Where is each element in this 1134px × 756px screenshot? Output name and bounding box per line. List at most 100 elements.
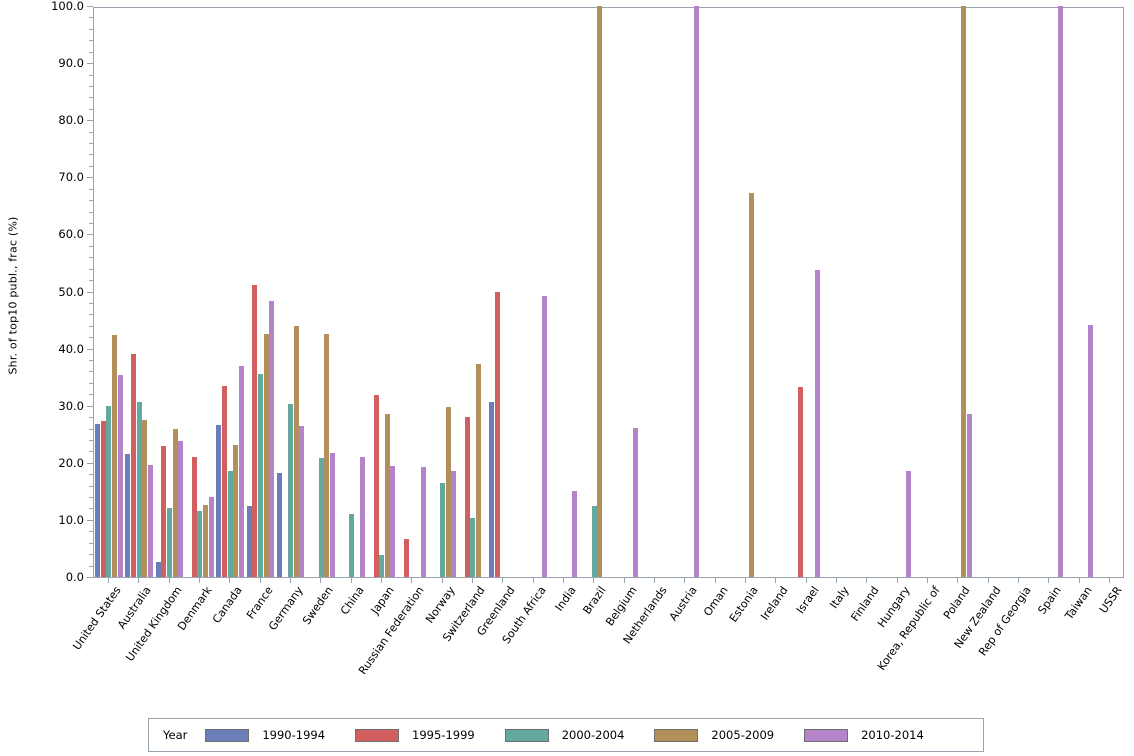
- bar-group: [823, 8, 851, 577]
- bar[interactable]: [324, 333, 330, 577]
- bar[interactable]: [403, 538, 409, 577]
- bar[interactable]: [117, 374, 123, 577]
- bar[interactable]: [1057, 6, 1063, 577]
- bar[interactable]: [293, 325, 299, 577]
- bar[interactable]: [373, 394, 379, 577]
- bar[interactable]: [252, 285, 258, 577]
- y-minor-tick-mark: [89, 485, 93, 487]
- bar[interactable]: [125, 454, 131, 577]
- bar[interactable]: [748, 193, 754, 577]
- bar[interactable]: [299, 425, 305, 577]
- legend-item[interactable]: 1990-1994: [205, 728, 325, 742]
- bar[interactable]: [420, 467, 426, 577]
- bar[interactable]: [1087, 324, 1093, 577]
- legend-item[interactable]: 2010-2014: [804, 728, 924, 742]
- y-minor-tick-mark: [89, 302, 93, 304]
- bar-group: [793, 8, 821, 577]
- bar[interactable]: [136, 401, 142, 577]
- y-tick-label: 50.0: [58, 284, 84, 299]
- x-tick: [1017, 578, 1019, 583]
- y-minor-tick-mark: [89, 165, 93, 167]
- bar[interactable]: [390, 465, 396, 577]
- bar[interactable]: [178, 441, 184, 577]
- x-tick: [381, 578, 383, 583]
- x-axis-label-text: Oman: [700, 584, 731, 619]
- y-minor-tick-mark: [89, 542, 93, 544]
- bar[interactable]: [494, 291, 500, 577]
- bar[interactable]: [95, 423, 101, 577]
- bar[interactable]: [464, 416, 470, 577]
- x-tick: [138, 578, 140, 583]
- bar[interactable]: [318, 458, 324, 577]
- bar-group: [216, 8, 244, 577]
- bar[interactable]: [166, 507, 172, 577]
- bar[interactable]: [227, 470, 233, 577]
- bar[interactable]: [131, 354, 137, 577]
- bar[interactable]: [572, 490, 578, 577]
- y-minor-tick-mark: [89, 97, 93, 99]
- bar[interactable]: [470, 518, 476, 577]
- bar[interactable]: [798, 387, 804, 577]
- bar[interactable]: [489, 401, 495, 577]
- y-minor-tick-mark: [89, 211, 93, 213]
- bar[interactable]: [445, 407, 451, 577]
- bar[interactable]: [222, 385, 228, 577]
- bar[interactable]: [439, 483, 445, 577]
- bar[interactable]: [142, 419, 148, 577]
- bar[interactable]: [348, 514, 354, 577]
- bar[interactable]: [360, 457, 366, 577]
- bar[interactable]: [288, 404, 294, 577]
- legend-item[interactable]: 2000-2004: [504, 728, 624, 742]
- bar[interactable]: [542, 296, 548, 577]
- bar[interactable]: [329, 452, 335, 577]
- y-minor-tick-mark: [89, 417, 93, 419]
- x-axis-label-text: Spain: [1035, 584, 1064, 617]
- bar[interactable]: [147, 464, 153, 577]
- bar[interactable]: [233, 444, 239, 577]
- legend-label: 1990-1994: [262, 728, 326, 742]
- y-minor-tick-mark: [89, 337, 93, 339]
- bar[interactable]: [961, 6, 967, 577]
- y-minor-tick-mark: [89, 314, 93, 316]
- bar[interactable]: [379, 554, 385, 577]
- y-minor-tick-mark: [89, 17, 93, 19]
- x-tick: [168, 578, 170, 583]
- bar[interactable]: [475, 364, 481, 577]
- x-tick: [563, 578, 564, 583]
- legend-item[interactable]: 1995-1999: [355, 728, 475, 742]
- x-tick: [744, 578, 746, 583]
- bar[interactable]: [263, 333, 269, 577]
- bar[interactable]: [277, 473, 283, 577]
- bar[interactable]: [905, 470, 911, 577]
- bar[interactable]: [597, 6, 603, 577]
- bar[interactable]: [111, 334, 117, 577]
- bar[interactable]: [269, 301, 275, 577]
- bar[interactable]: [100, 421, 106, 577]
- y-tick-mark: [87, 6, 93, 7]
- bar[interactable]: [202, 505, 208, 577]
- bar-group: [489, 8, 517, 577]
- bar[interactable]: [814, 270, 820, 577]
- y-tick-mark: [87, 177, 93, 179]
- bar-group: [307, 8, 335, 577]
- legend-item[interactable]: 2005-2009: [654, 728, 774, 742]
- bar[interactable]: [257, 373, 263, 577]
- bar[interactable]: [197, 511, 203, 577]
- y-tick-mark: [87, 519, 93, 521]
- bar[interactable]: [451, 470, 457, 577]
- bar[interactable]: [106, 406, 112, 577]
- bar[interactable]: [216, 424, 222, 577]
- bar[interactable]: [246, 506, 252, 577]
- bar[interactable]: [238, 365, 244, 577]
- bar[interactable]: [633, 427, 639, 577]
- x-tick: [805, 578, 807, 583]
- bar[interactable]: [161, 446, 167, 577]
- bar[interactable]: [384, 414, 390, 577]
- bar[interactable]: [172, 428, 178, 577]
- bar[interactable]: [966, 413, 972, 577]
- bar[interactable]: [693, 6, 699, 577]
- bar[interactable]: [208, 496, 214, 577]
- bar[interactable]: [191, 457, 197, 577]
- bar[interactable]: [591, 506, 597, 577]
- bar[interactable]: [155, 562, 161, 577]
